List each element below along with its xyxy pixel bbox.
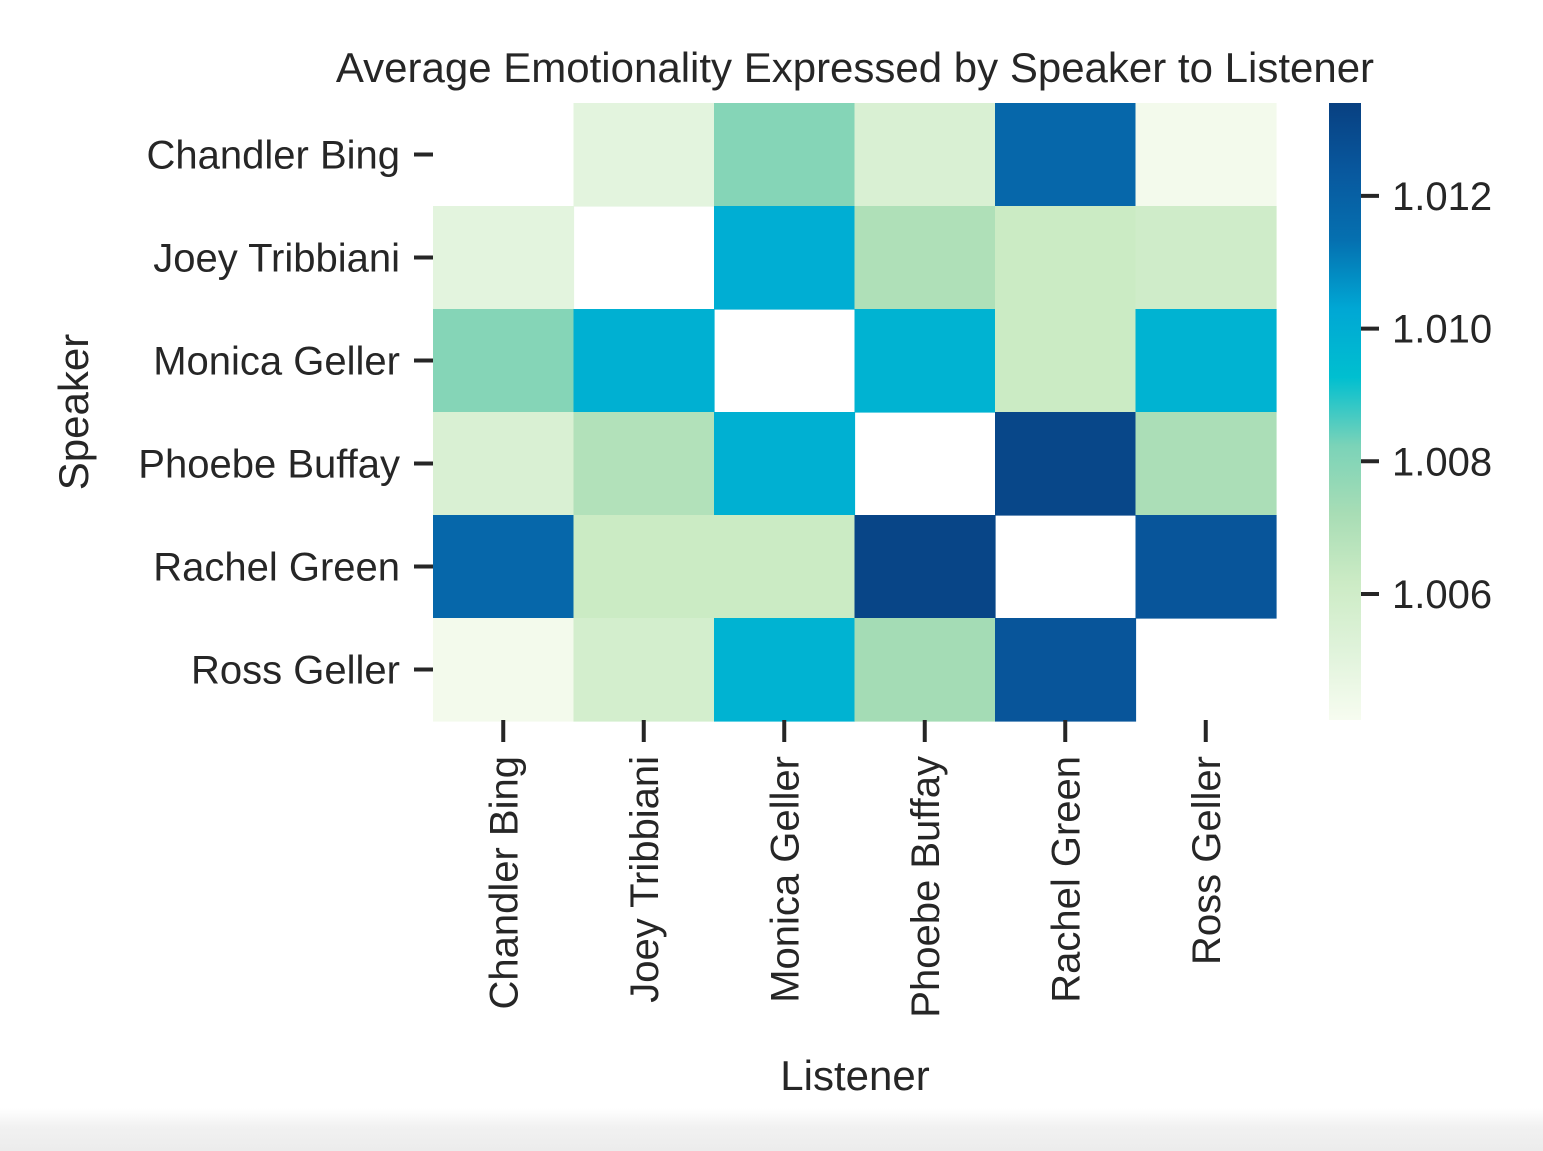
heatmap-cell [573, 618, 715, 722]
heatmap-cell [433, 618, 575, 722]
heatmap-cell [854, 206, 996, 310]
heatmap-cell [433, 412, 575, 516]
colorbar-tick-label: 1.008 [1392, 440, 1492, 484]
x-axis: Chandler Bing Joey Tribbiani Monica Geller… [482, 720, 1229, 1018]
heatmap-cell [714, 206, 856, 310]
y-tick-label: Monica Geller [153, 340, 400, 384]
heatmap-cell [714, 515, 856, 619]
heatmap-cell [854, 103, 996, 207]
y-tick-label: Chandler Bing [147, 134, 401, 178]
y-tick-label: Rachel Green [153, 546, 400, 590]
x-tick-label: Phoebe Buffay [904, 756, 948, 1018]
heatmap-cell [433, 309, 575, 413]
heatmap-cells [433, 103, 1277, 722]
y-tick-label: Phoebe Buffay [138, 443, 400, 487]
heatmap-cell [1135, 515, 1277, 619]
colorbar-axis: 1.006 1.008 1.010 1.012 [1361, 175, 1492, 617]
colorbar-tick-label: 1.006 [1392, 573, 1492, 617]
heatmap-cell [854, 618, 996, 722]
heatmap-cell [714, 618, 856, 722]
heatmap-cell [433, 206, 575, 310]
heatmap-cell [995, 618, 1137, 722]
heatmap-cell [573, 412, 715, 516]
heatmap-cell [854, 309, 996, 413]
heatmap-cell [573, 103, 715, 207]
heatmap-cell [573, 309, 715, 413]
x-tick-label: Rachel Green [1044, 756, 1088, 1003]
heatmap-cell [995, 206, 1137, 310]
heatmap-cell [1135, 412, 1277, 516]
heatmap-cell [573, 515, 715, 619]
x-tick-label: Chandler Bing [482, 756, 526, 1010]
colorbar [1329, 103, 1361, 720]
x-axis-label: Listener [780, 1052, 929, 1099]
heatmap-cell [995, 103, 1137, 207]
y-axis: Chandler Bing Joey Tribbiani Monica Geller… [138, 134, 433, 693]
heatmap-cell [433, 515, 575, 619]
window-bottom-edge [0, 1108, 1543, 1151]
y-tick-label: Ross Geller [191, 649, 400, 693]
x-tick-label: Ross Geller [1185, 756, 1229, 965]
x-tick-label: Monica Geller [763, 756, 807, 1003]
heatmap-cell [854, 515, 996, 619]
heatmap-cell [714, 412, 856, 516]
heatmap-cell [714, 103, 856, 207]
heatmap-cell [995, 412, 1137, 516]
y-tick-label: Joey Tribbiani [153, 237, 400, 281]
heatmap-cell [995, 309, 1137, 413]
heatmap-cell [1135, 103, 1277, 207]
colorbar-tick-label: 1.012 [1392, 175, 1492, 219]
x-tick-label: Joey Tribbiani [623, 756, 667, 1003]
chart-title: Average Emotionality Expressed by Speake… [336, 44, 1374, 91]
heatmap-cell [1135, 206, 1277, 310]
colorbar-tick-label: 1.010 [1392, 308, 1492, 352]
y-axis-label: Speaker [50, 334, 97, 490]
heatmap-cell [1135, 309, 1277, 413]
